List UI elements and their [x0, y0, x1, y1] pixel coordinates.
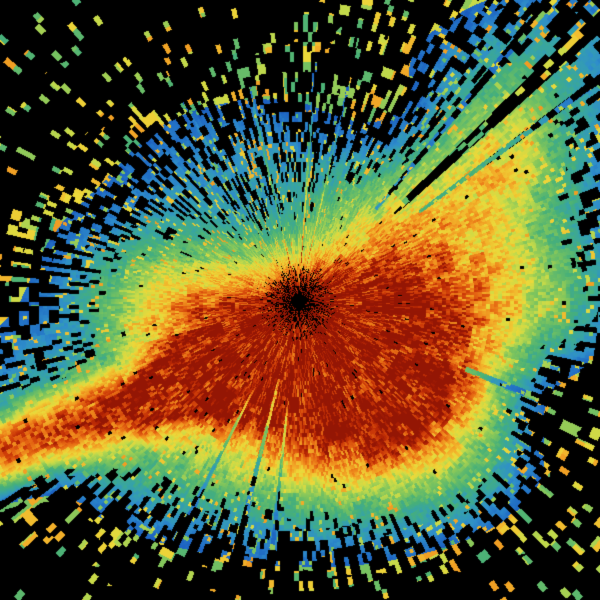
radar-image — [0, 0, 600, 600]
radar-ppi-canvas — [0, 0, 600, 600]
